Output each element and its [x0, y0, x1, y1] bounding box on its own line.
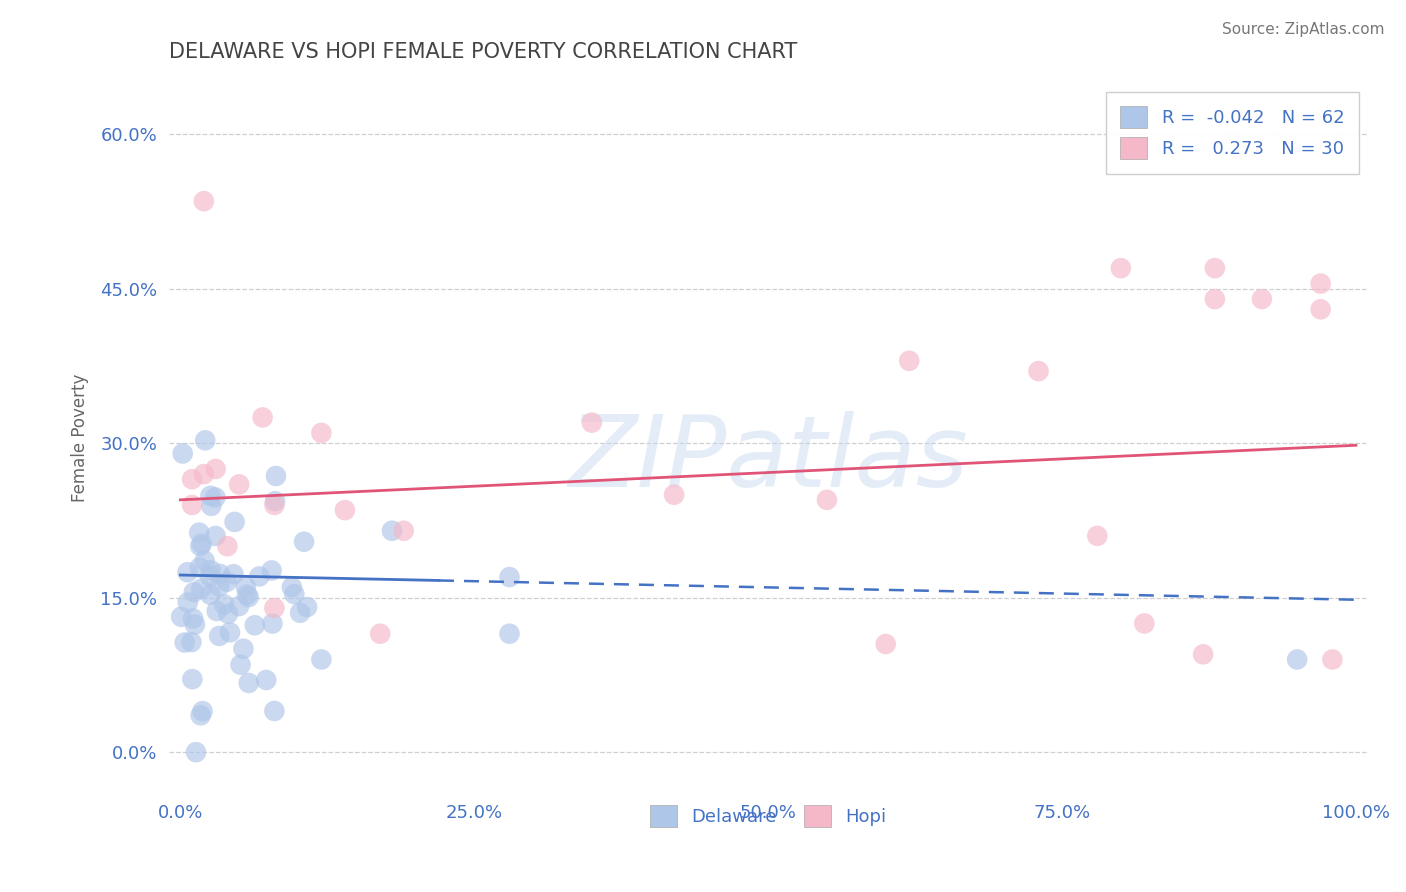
Point	[184, 617, 207, 632]
Point	[219, 625, 242, 640]
Point	[264, 469, 287, 483]
Point	[581, 416, 603, 430]
Point	[1204, 261, 1226, 276]
Point	[232, 641, 254, 656]
Point	[212, 598, 235, 612]
Point	[193, 467, 215, 482]
Point	[208, 566, 231, 581]
Point	[208, 629, 231, 643]
Point	[204, 529, 226, 543]
Point	[180, 635, 202, 649]
Text: Source: ZipAtlas.com: Source: ZipAtlas.com	[1222, 22, 1385, 37]
Point	[238, 590, 260, 604]
Point	[260, 564, 283, 578]
Point	[247, 569, 270, 583]
Point	[205, 604, 228, 618]
Point	[243, 618, 266, 632]
Point	[181, 611, 204, 625]
Legend: Delaware, Hopi: Delaware, Hopi	[643, 797, 894, 834]
Point	[252, 410, 274, 425]
Point	[1133, 616, 1156, 631]
Point	[200, 489, 222, 503]
Point	[208, 580, 231, 594]
Point	[173, 635, 195, 649]
Point	[262, 616, 284, 631]
Point	[254, 673, 277, 687]
Point	[188, 560, 211, 574]
Point	[235, 580, 257, 594]
Y-axis label: Female Poverty: Female Poverty	[72, 374, 89, 502]
Point	[184, 745, 207, 759]
Point	[181, 672, 204, 686]
Point	[217, 539, 239, 553]
Text: DELAWARE VS HOPI FEMALE POVERTY CORRELATION CHART: DELAWARE VS HOPI FEMALE POVERTY CORRELAT…	[169, 42, 797, 62]
Point	[815, 492, 838, 507]
Point	[190, 708, 212, 723]
Point	[1192, 648, 1215, 662]
Point	[198, 569, 221, 583]
Point	[177, 595, 200, 609]
Point	[236, 588, 259, 602]
Point	[172, 446, 194, 460]
Point	[498, 626, 520, 640]
Point	[381, 524, 404, 538]
Point	[292, 534, 315, 549]
Point	[311, 652, 333, 666]
Point	[875, 637, 897, 651]
Point	[222, 567, 245, 582]
Point	[498, 570, 520, 584]
Point	[1309, 277, 1331, 291]
Point	[181, 498, 204, 512]
Point	[281, 580, 304, 594]
Point	[200, 499, 222, 513]
Point	[191, 704, 214, 718]
Point	[898, 354, 921, 368]
Point	[228, 599, 250, 613]
Point	[1309, 302, 1331, 317]
Point	[283, 587, 305, 601]
Point	[264, 494, 287, 508]
Point	[1286, 652, 1309, 666]
Point	[188, 539, 211, 553]
Point	[1250, 292, 1272, 306]
Point	[392, 524, 415, 538]
Point	[368, 626, 391, 640]
Point	[662, 488, 685, 502]
Point	[228, 477, 250, 491]
Point	[1322, 652, 1344, 666]
Point	[200, 588, 222, 602]
Point	[263, 498, 285, 512]
Point	[200, 563, 222, 577]
Point	[183, 585, 205, 599]
Point	[224, 515, 246, 529]
Point	[194, 434, 217, 448]
Point	[288, 606, 311, 620]
Point	[295, 600, 318, 615]
Point	[190, 582, 212, 596]
Point	[263, 704, 285, 718]
Point	[193, 194, 215, 209]
Point	[204, 491, 226, 505]
Point	[311, 425, 333, 440]
Point	[191, 536, 214, 550]
Point	[1085, 529, 1108, 543]
Point	[1109, 261, 1132, 276]
Point	[238, 676, 260, 690]
Point	[170, 609, 193, 624]
Point	[215, 574, 238, 589]
Point	[176, 565, 198, 579]
Point	[263, 601, 285, 615]
Point	[1204, 292, 1226, 306]
Point	[229, 657, 252, 672]
Point	[333, 503, 356, 517]
Point	[204, 462, 226, 476]
Point	[194, 554, 217, 568]
Point	[188, 525, 211, 540]
Point	[217, 607, 239, 621]
Text: ZIPatlas: ZIPatlas	[568, 411, 969, 508]
Point	[181, 472, 204, 486]
Point	[1028, 364, 1050, 378]
